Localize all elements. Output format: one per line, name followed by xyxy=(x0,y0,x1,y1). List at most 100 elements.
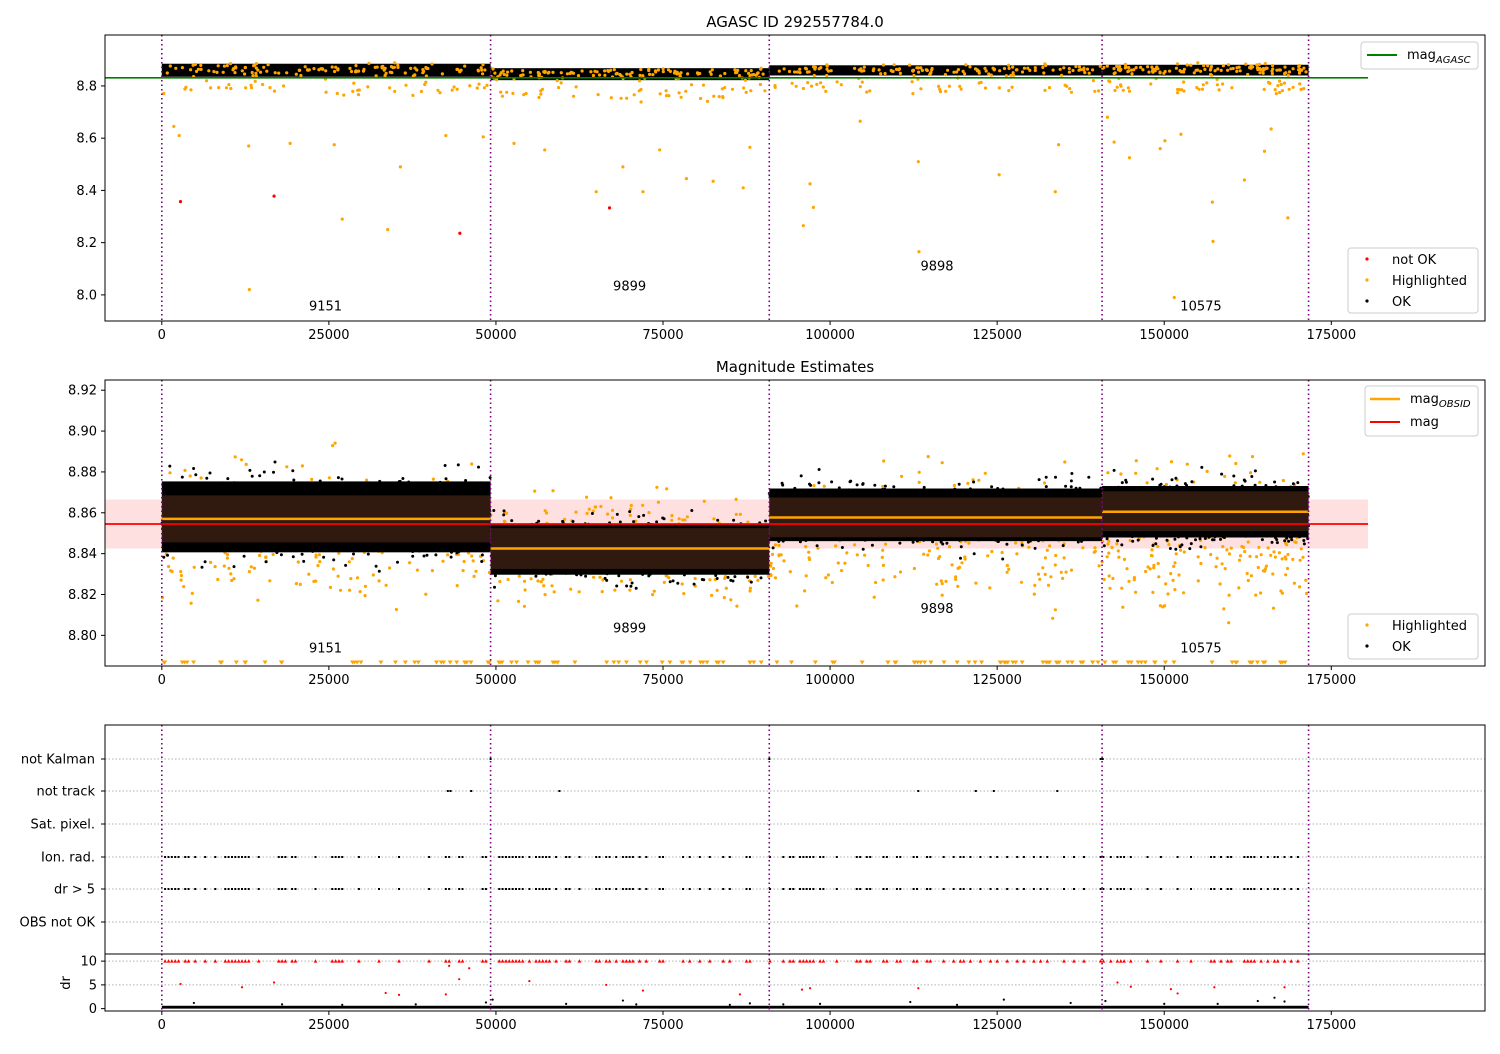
highlighted-point xyxy=(681,518,684,521)
highlighted-point xyxy=(954,578,957,581)
highlighted-point xyxy=(256,599,259,602)
highlighted-point xyxy=(1177,573,1180,576)
highlighted-point xyxy=(331,65,334,68)
flag-point xyxy=(505,856,507,858)
ok-point xyxy=(1046,492,1049,495)
highlighted-point xyxy=(1284,555,1287,558)
ok-point xyxy=(1173,538,1176,541)
ok-point xyxy=(960,545,963,548)
highlighted-point xyxy=(659,92,662,95)
flag-point xyxy=(338,856,340,858)
ok-point xyxy=(480,560,483,563)
legend-mag-label: mag xyxy=(1410,415,1439,430)
highlighted-point xyxy=(169,569,172,572)
highlighted-point xyxy=(662,67,665,70)
highlighted-point xyxy=(603,69,606,72)
flag-point xyxy=(214,888,216,890)
highlighted-point xyxy=(813,68,816,71)
ok-point xyxy=(314,486,317,489)
highlighted-point xyxy=(654,69,657,72)
highlighted-point xyxy=(451,89,454,92)
highlighted-point xyxy=(378,579,381,582)
highlighted-point xyxy=(226,557,229,560)
obsid-label: 9151 xyxy=(309,642,342,657)
flag-point xyxy=(689,856,691,858)
ok-point xyxy=(439,481,442,484)
flag-point xyxy=(1210,856,1212,858)
highlighted-point xyxy=(665,94,668,97)
ok-point xyxy=(584,575,587,578)
legend2-highlighted-marker xyxy=(1365,623,1368,626)
ok-point xyxy=(226,477,229,480)
highlighted-point xyxy=(1240,545,1243,548)
ok-point xyxy=(1045,476,1048,479)
highlighted-point xyxy=(1127,66,1130,69)
highlighted-point xyxy=(396,66,399,69)
highlighted-point xyxy=(505,512,508,515)
ok-point xyxy=(807,490,810,493)
highlighted-point xyxy=(444,134,447,137)
highlighted-point xyxy=(217,64,220,67)
highlighted-point xyxy=(1287,74,1290,77)
flag-point xyxy=(953,856,955,858)
ok-point xyxy=(1199,537,1202,540)
highlighted-point xyxy=(1054,563,1057,566)
highlighted-point xyxy=(917,160,920,163)
highlighted-point xyxy=(536,579,539,582)
highlighted-point xyxy=(1151,591,1154,594)
highlighted-point xyxy=(1130,72,1133,75)
highlighted-point xyxy=(1288,70,1291,73)
obsid-label: 9899 xyxy=(613,279,646,294)
ok-point xyxy=(1184,482,1187,485)
ok-point xyxy=(746,576,749,579)
highlighted-point xyxy=(178,134,181,137)
flag-point xyxy=(178,888,180,890)
highlighted-point xyxy=(651,73,654,76)
highlighted-point xyxy=(725,587,728,590)
highlighted-point xyxy=(638,74,641,77)
ok-point xyxy=(823,490,826,493)
highlighted-point xyxy=(1186,63,1189,66)
highlighted-point xyxy=(537,96,540,99)
highlighted-point xyxy=(678,517,681,520)
highlighted-point xyxy=(297,560,300,563)
ok-point xyxy=(1169,547,1172,550)
flag-point xyxy=(228,888,230,890)
highlighted-point xyxy=(670,514,673,517)
highlighted-point xyxy=(189,474,192,477)
highlighted-point xyxy=(1284,573,1287,576)
ok-point xyxy=(883,488,886,491)
ok-point xyxy=(545,573,548,576)
ok-point xyxy=(1265,532,1268,535)
flag-point xyxy=(622,856,624,858)
highlighted-point xyxy=(1173,296,1176,299)
highlighted-point xyxy=(244,86,247,89)
ok-point xyxy=(351,487,354,490)
highlighted-point xyxy=(1270,127,1273,130)
highlighted-point xyxy=(747,72,750,75)
ok-point xyxy=(903,490,906,493)
highlighted-point xyxy=(699,97,702,100)
highlighted-point xyxy=(1251,455,1254,458)
highlighted-point xyxy=(731,88,734,91)
highlighted-point xyxy=(1298,585,1301,588)
ok-point xyxy=(716,519,719,522)
x-tick-label: 25000 xyxy=(308,328,349,343)
ok-point xyxy=(1254,484,1257,487)
flag-point xyxy=(184,856,186,858)
highlighted-point xyxy=(974,582,977,585)
highlighted-point xyxy=(1119,472,1122,475)
highlighted-point xyxy=(1128,156,1131,159)
ok-point xyxy=(230,545,233,548)
highlighted-point xyxy=(547,71,550,74)
flag-point xyxy=(258,888,260,890)
highlighted-point xyxy=(1118,69,1121,72)
ok-point xyxy=(396,561,399,564)
highlighted-point xyxy=(620,97,623,100)
highlighted-point xyxy=(878,68,881,71)
highlighted-point xyxy=(1068,71,1071,74)
highlighted-point xyxy=(868,89,871,92)
highlighted-point xyxy=(1108,574,1111,577)
flag-point xyxy=(1297,856,1299,858)
ok-point xyxy=(268,487,271,490)
